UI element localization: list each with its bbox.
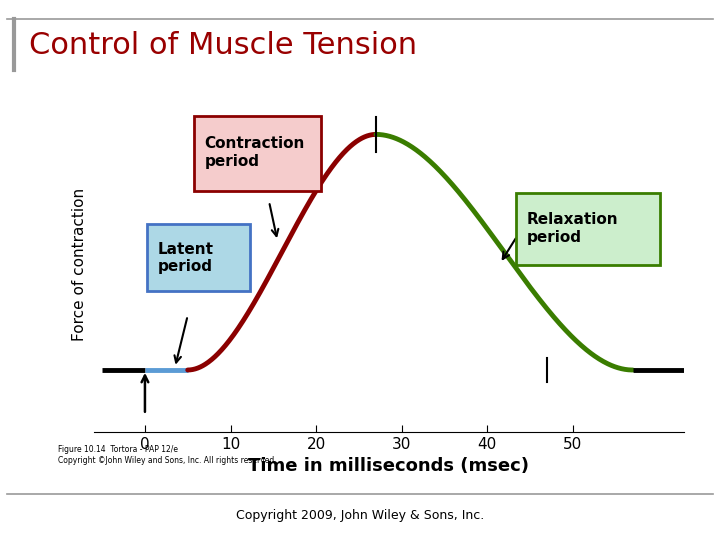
Text: Control of Muscle Tension: Control of Muscle Tension xyxy=(29,31,417,60)
Text: Copyright 2009, John Wiley & Sons, Inc.: Copyright 2009, John Wiley & Sons, Inc. xyxy=(236,509,484,522)
Y-axis label: Force of contraction: Force of contraction xyxy=(72,188,86,341)
FancyBboxPatch shape xyxy=(147,225,250,292)
Text: Figure 10.14  Tortora - PAP 12/e
Copyright ©John Wiley and Sons, Inc. All rights: Figure 10.14 Tortora - PAP 12/e Copyrigh… xyxy=(58,446,276,465)
Text: Contraction
period: Contraction period xyxy=(204,136,305,168)
Text: Latent
period: Latent period xyxy=(158,242,213,274)
X-axis label: Time in milliseconds (msec): Time in milliseconds (msec) xyxy=(248,457,529,475)
FancyBboxPatch shape xyxy=(194,116,321,191)
FancyBboxPatch shape xyxy=(516,193,660,265)
Text: Relaxation
period: Relaxation period xyxy=(526,212,618,245)
